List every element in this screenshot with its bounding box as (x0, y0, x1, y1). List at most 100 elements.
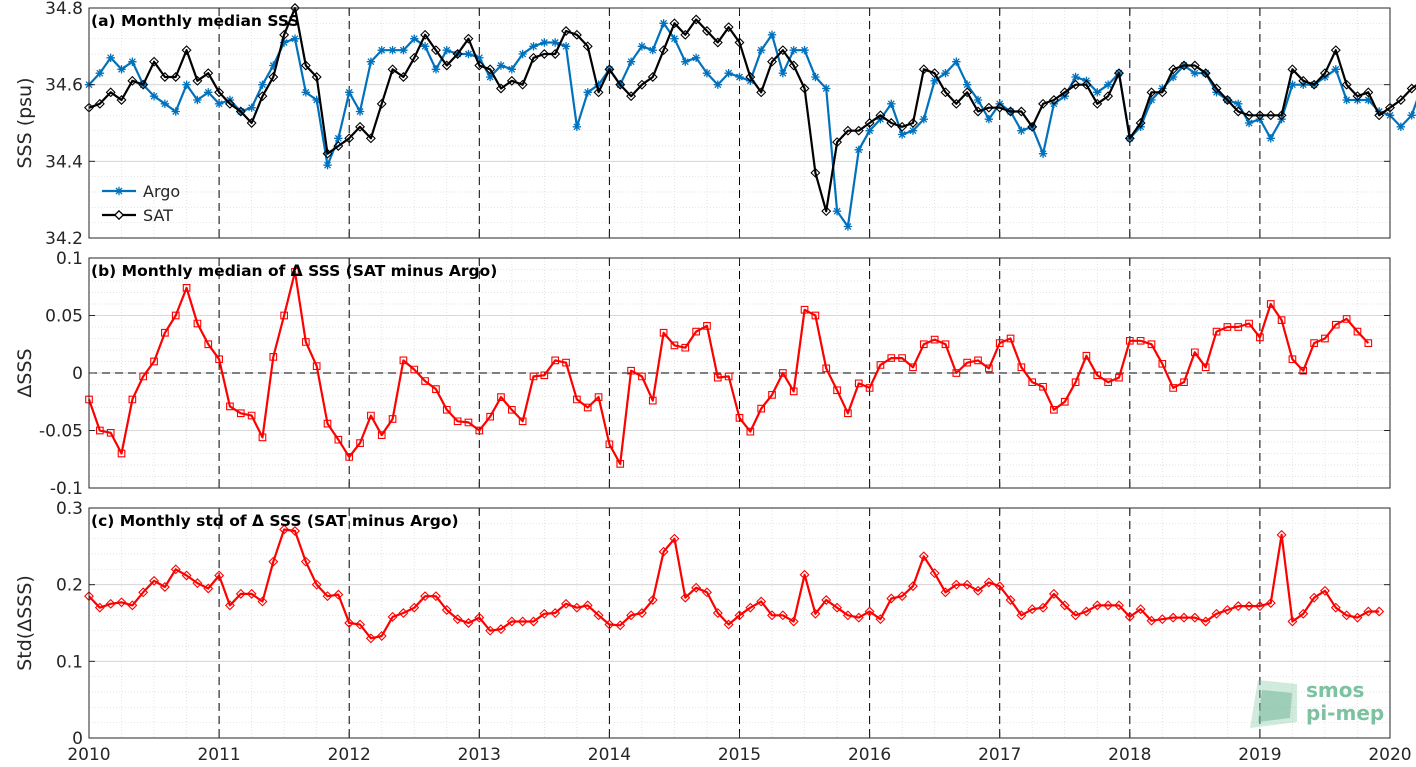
data-point (257, 91, 268, 102)
data-point (1081, 606, 1092, 617)
data-point (832, 137, 843, 148)
data-point (322, 148, 333, 159)
data-point (789, 45, 798, 55)
data-point (919, 114, 929, 124)
data-point (1191, 348, 1199, 357)
data-point (1017, 126, 1026, 135)
y-tick-label: 0.1 (56, 249, 83, 269)
data-point (540, 38, 549, 47)
data-point (485, 64, 496, 75)
data-point (670, 341, 679, 350)
data-point (517, 616, 528, 627)
data-point (875, 614, 886, 625)
data-point (952, 369, 961, 377)
data-point (279, 524, 290, 535)
data-point (182, 80, 191, 89)
data-point (312, 95, 321, 105)
data-point (1352, 91, 1363, 102)
data-point (995, 339, 1004, 347)
data-point (745, 72, 756, 82)
y-tick-label: 0 (72, 729, 83, 749)
data-point (571, 602, 582, 613)
data-point (204, 340, 213, 349)
data-point (377, 45, 386, 55)
data-point (117, 449, 126, 458)
data-point (940, 587, 951, 598)
data-point (1124, 133, 1135, 144)
data-point (1222, 95, 1233, 105)
data-point (204, 88, 213, 97)
data-point (463, 33, 474, 44)
data-point (420, 591, 431, 602)
data-point (420, 42, 430, 51)
data-point (171, 311, 180, 320)
data-point (647, 595, 658, 605)
data-point (1059, 87, 1070, 98)
data-point (842, 125, 853, 136)
data-point (474, 60, 485, 71)
data-point (561, 598, 572, 609)
data-point (441, 604, 452, 615)
data-point (376, 631, 387, 642)
data-point (355, 121, 366, 132)
data-point (551, 356, 560, 365)
data-point (334, 435, 343, 444)
data-point (822, 364, 831, 373)
data-point (669, 18, 680, 29)
data-point (658, 45, 669, 56)
data-point (193, 319, 202, 328)
data-point (1190, 68, 1200, 78)
data-point (984, 114, 994, 124)
data-point (181, 45, 192, 56)
data-point (1331, 320, 1340, 329)
data-point (605, 440, 614, 449)
data-point (822, 84, 831, 93)
data-point (160, 99, 170, 109)
data-point (453, 417, 462, 426)
data-point (279, 38, 289, 47)
data-point (734, 610, 745, 621)
data-point (1234, 323, 1243, 331)
data-point (1048, 588, 1059, 599)
data-point (236, 409, 245, 418)
data-point (626, 57, 636, 66)
data-point (1050, 405, 1058, 414)
data-point (583, 88, 592, 97)
data-point (1038, 602, 1049, 613)
data-point (703, 322, 711, 330)
data-point (94, 602, 105, 613)
data-point (246, 588, 257, 599)
data-point (1081, 79, 1092, 90)
data-point (312, 362, 321, 370)
data-point (1125, 336, 1134, 345)
data-point (1071, 72, 1080, 82)
data-point (1244, 110, 1255, 121)
data-point (497, 393, 505, 401)
data-point (907, 581, 918, 592)
data-point (1256, 333, 1264, 342)
data-point (539, 608, 550, 619)
data-point (561, 42, 571, 51)
data-point (898, 354, 906, 362)
data-point (1374, 606, 1385, 617)
data-point (1276, 110, 1287, 121)
data-point (897, 591, 908, 602)
data-point (1168, 64, 1179, 75)
data-point (268, 72, 279, 82)
data-point (810, 167, 821, 178)
y-tick-label: 34.4 (45, 152, 83, 172)
data-point (994, 581, 1005, 592)
data-point (182, 284, 191, 292)
data-point (279, 29, 290, 40)
y-tick-label: -0.1 (50, 479, 83, 499)
x-tick-label: 2015 (718, 745, 761, 765)
data-point (897, 121, 908, 132)
data-point (1287, 64, 1298, 75)
data-point (962, 80, 972, 89)
data-point (1298, 75, 1309, 86)
data-point (604, 619, 615, 630)
data-point (269, 61, 278, 70)
data-point (355, 107, 365, 116)
data-point (952, 57, 961, 66)
data-point (345, 453, 354, 461)
